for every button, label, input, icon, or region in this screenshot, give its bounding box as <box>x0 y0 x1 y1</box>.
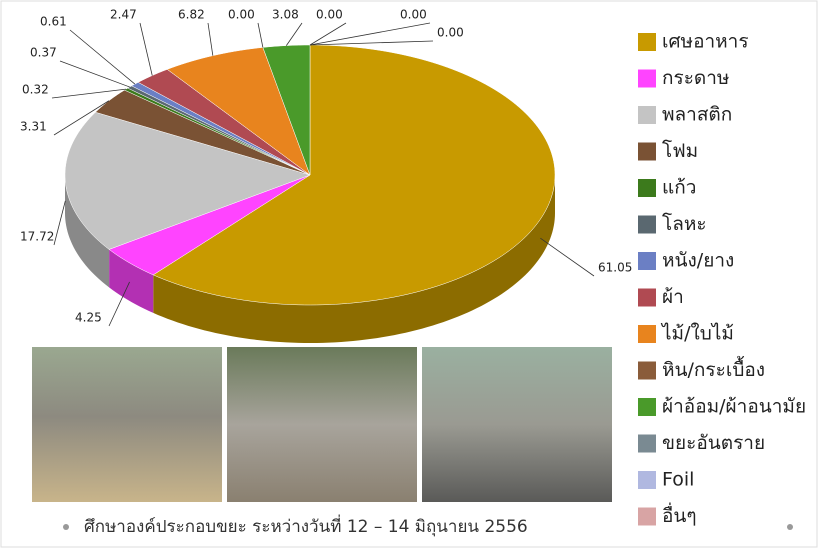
legend-label: โลหะ <box>662 212 707 235</box>
legend-swatch <box>638 434 656 453</box>
pie: 61.05 4.25 17.72 3.31 0.32 0.37 0.61 2.47 6.82 0.… <box>20 8 632 343</box>
slice <box>108 174 311 276</box>
leader-line <box>69 29 136 85</box>
legend-label: Foil <box>662 469 694 491</box>
legend-swatch <box>638 179 656 197</box>
data-label: 0.37 <box>30 46 57 60</box>
data-label: 0.00 <box>316 8 343 22</box>
leader-line <box>309 22 431 46</box>
slice <box>137 69 311 176</box>
bullet <box>787 524 793 530</box>
leader-line <box>257 22 264 48</box>
data-label: 0.00 <box>400 8 427 22</box>
legend-swatch <box>638 398 656 416</box>
legend-label: หิน/กระเบื้อง <box>662 356 765 381</box>
leader-line <box>59 60 130 88</box>
slice <box>166 47 311 176</box>
data-label: 2.47 <box>110 8 137 22</box>
legend-swatch <box>638 361 656 380</box>
leader-line <box>53 200 66 246</box>
legend-swatch <box>638 215 656 234</box>
legend-swatch <box>638 471 656 489</box>
leader-line <box>139 22 153 76</box>
slice-side <box>109 249 154 313</box>
legend: เศษอาหารกระดาษพลาสติกโฟมแก้วโลหะหนัง/ยาง… <box>638 31 806 527</box>
legend-swatch <box>638 507 656 526</box>
legend-label: เศษอาหาร <box>662 31 749 53</box>
legend-label: ไม้/ใบไม้ <box>660 323 734 345</box>
legend-label: ผ้า <box>662 286 684 308</box>
legend-label: พลาสติก <box>662 104 732 126</box>
slice <box>64 111 311 250</box>
data-label: 0.32 <box>22 83 49 97</box>
data-label: 17.72 <box>20 230 54 244</box>
data-label: 3.08 <box>272 8 299 22</box>
legend-label: ผ้าอ้อม/ผ้าอนามัย <box>662 396 806 418</box>
slice <box>94 89 311 176</box>
data-label: 4.25 <box>75 311 102 325</box>
legend-label: อื่นๆ <box>662 502 697 527</box>
legend-label: หนัง/ยาง <box>662 250 734 272</box>
leader-line <box>540 237 595 277</box>
slice-side <box>65 175 110 288</box>
legend-swatch <box>638 252 656 270</box>
legend-swatch <box>638 325 656 343</box>
data-label: 61.05 <box>598 261 632 275</box>
slice-side <box>153 175 555 343</box>
legend-swatch <box>638 69 656 88</box>
bullet <box>63 524 69 530</box>
leader-line <box>51 88 127 99</box>
legend-swatch <box>638 33 656 51</box>
legend-label: ขยะอันตราย <box>662 432 765 454</box>
leader-line <box>53 100 110 136</box>
photo <box>227 347 417 502</box>
caption: ศึกษาองค์ประกอบขยะ ระหว่างวันที่ 12 – 14… <box>84 514 528 537</box>
legend-label: โฟม <box>662 139 698 162</box>
leader-line <box>309 22 347 46</box>
data-label: 0.61 <box>40 15 67 29</box>
data-label: 0.00 <box>228 8 255 22</box>
data-label: 0.00 <box>437 26 464 40</box>
legend-label: แก้ว <box>662 177 696 199</box>
legend-swatch <box>638 288 656 307</box>
photo <box>422 347 612 502</box>
legend-label: กระดาษ <box>662 67 729 89</box>
slice <box>152 44 556 306</box>
leader-line <box>286 22 303 46</box>
leader-line <box>108 281 130 327</box>
data-label: 6.82 <box>178 8 205 22</box>
data-label: 3.31 <box>20 120 47 134</box>
legend-swatch <box>638 142 656 161</box>
legend-swatch <box>638 106 656 124</box>
photo <box>32 347 222 502</box>
leader-line <box>207 22 214 56</box>
leader-line <box>309 40 434 46</box>
